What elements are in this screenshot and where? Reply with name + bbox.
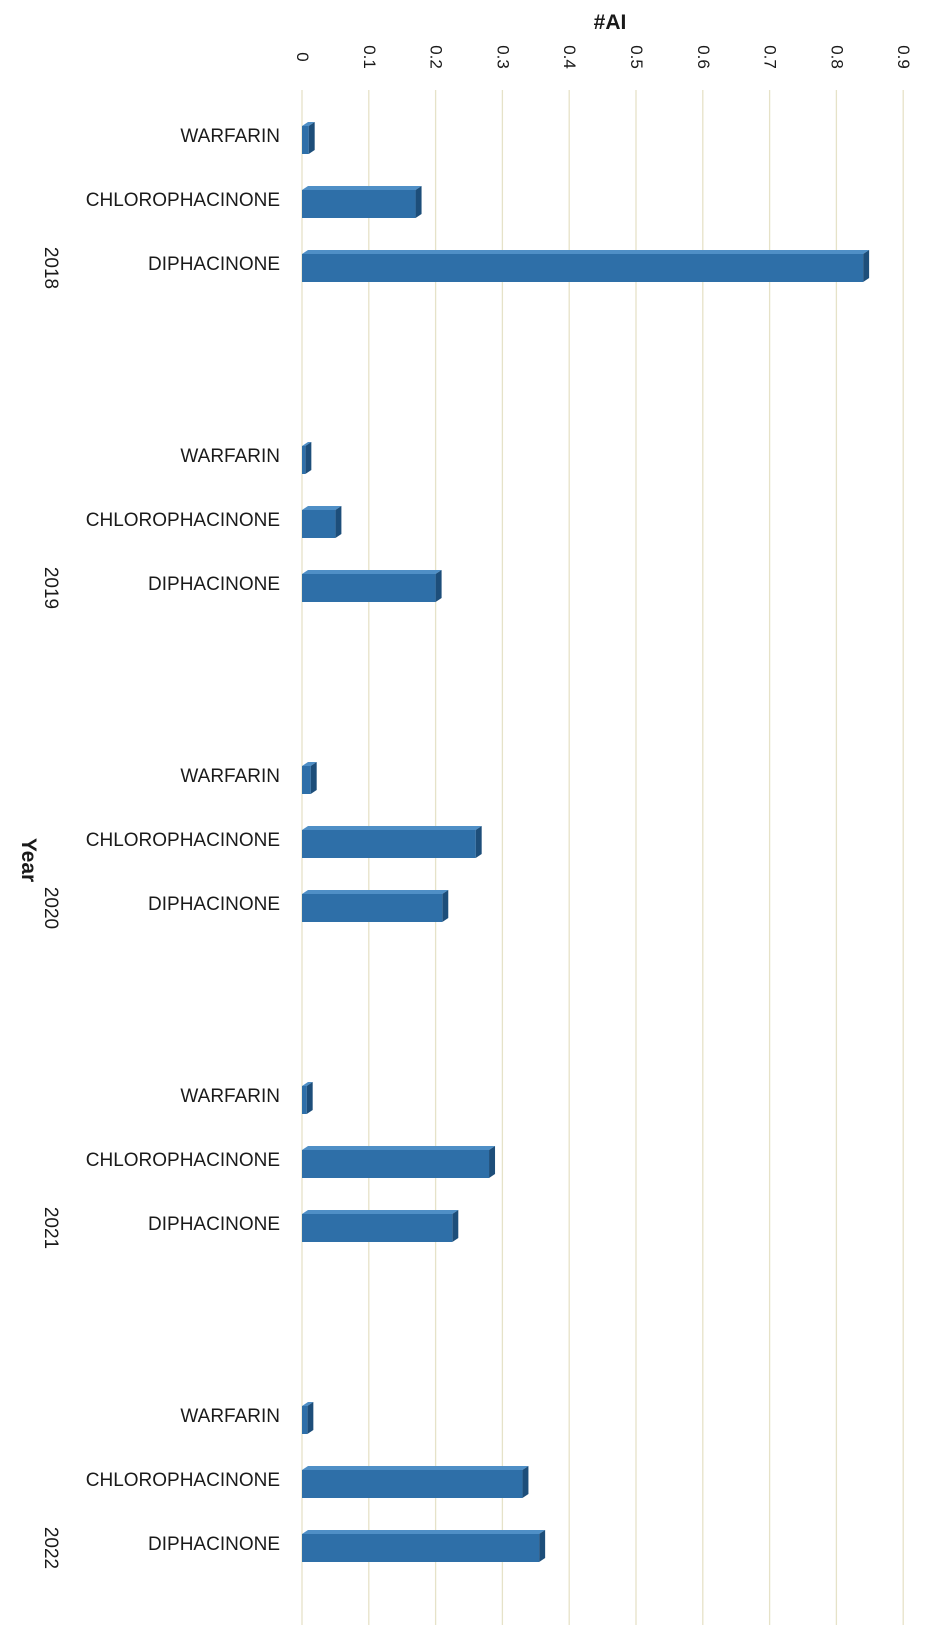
bars <box>302 122 870 1562</box>
category-label: WARFARIN <box>180 1086 280 1107</box>
bar <box>302 1086 307 1114</box>
category-label: CHLOROPHACINONE <box>86 1150 280 1171</box>
bar-side-face <box>539 1530 546 1562</box>
category-label: DIPHACINONE <box>148 1214 280 1235</box>
bar-top-face <box>302 826 482 830</box>
year-label: 2020 <box>40 887 61 929</box>
year-label: 2018 <box>40 247 61 289</box>
bar-side-face <box>310 762 317 794</box>
bar <box>302 1150 490 1178</box>
year-label: 2022 <box>40 1527 61 1569</box>
bar-top-face <box>302 122 315 126</box>
bar-top-face <box>302 570 442 574</box>
bar <box>302 190 416 218</box>
bar <box>302 1470 523 1498</box>
x-tick-label: 0.1 <box>360 45 379 69</box>
category-label: CHLOROPHACINONE <box>86 190 280 211</box>
bar-side-face <box>306 1082 313 1114</box>
bar <box>302 1214 453 1242</box>
gridlines <box>301 90 904 1625</box>
bar <box>302 766 311 794</box>
year-label: 2019 <box>40 567 61 609</box>
bar <box>302 830 476 858</box>
bar <box>302 254 864 282</box>
bar-side-face <box>475 826 482 858</box>
bar-top-face <box>302 1530 546 1534</box>
category-label: WARFARIN <box>180 446 280 467</box>
bar-side-face <box>435 570 442 602</box>
x-axis-ticks: 0 0.1 0.2 0.3 0.4 0.5 0.6 0.7 0.8 0.9 <box>293 45 913 69</box>
bar-side-face <box>522 1466 529 1498</box>
category-label: DIPHACINONE <box>148 1534 280 1555</box>
category-label: CHLOROPHACINONE <box>86 830 280 851</box>
y-axis-title: Year <box>17 838 40 882</box>
x-axis-title: #AI <box>594 11 627 34</box>
bar-top-face <box>302 1466 529 1470</box>
x-tick-label: 0.6 <box>694 45 713 69</box>
category-label: DIPHACINONE <box>148 894 280 915</box>
x-tick-label: 0.7 <box>761 45 780 69</box>
year-labels: 2018 2019 2020 2021 2022 <box>40 247 61 1569</box>
bar-side-face <box>307 1402 314 1434</box>
bar <box>302 126 309 154</box>
bar-side-face <box>489 1146 496 1178</box>
x-tick-label: 0.9 <box>894 45 913 69</box>
bar <box>302 574 436 602</box>
category-label: CHLOROPHACINONE <box>86 510 280 531</box>
bar-top-face <box>302 186 422 190</box>
bar-top-face <box>302 762 317 766</box>
bar-side-face <box>452 1210 459 1242</box>
bar-top-face <box>302 1082 313 1086</box>
bar-top-face <box>302 506 342 510</box>
category-label: DIPHACINONE <box>148 574 280 595</box>
category-label: CHLOROPHACINONE <box>86 1470 280 1491</box>
bar-top-face <box>302 890 449 894</box>
x-tick-label: 0.2 <box>427 45 446 69</box>
bar-side-face <box>308 122 315 154</box>
bar-top-face <box>302 1402 314 1406</box>
bar <box>302 446 306 474</box>
category-label: DIPHACINONE <box>148 254 280 275</box>
bar-top-face <box>302 442 312 446</box>
category-label: WARFARIN <box>180 126 280 147</box>
x-tick-label: 0.4 <box>560 45 579 69</box>
bar <box>302 1406 308 1434</box>
bar <box>302 510 336 538</box>
bar-top-face <box>302 1210 459 1214</box>
bar-side-face <box>305 442 312 474</box>
bar-side-face <box>415 186 422 218</box>
x-tick-label: 0.3 <box>493 45 512 69</box>
bar <box>302 894 443 922</box>
category-label: WARFARIN <box>180 1406 280 1427</box>
bar-top-face <box>302 1146 496 1150</box>
category-labels: WARFARIN CHLOROPHACINONE DIPHACINONE WARFAR… <box>86 126 280 1555</box>
bar-side-face <box>863 250 870 282</box>
x-tick-label: 0.5 <box>627 45 646 69</box>
x-tick-label: 0.8 <box>827 45 846 69</box>
category-label: WARFARIN <box>180 766 280 787</box>
bar-side-face <box>335 506 342 538</box>
x-tick-label: 0 <box>293 52 312 61</box>
year-label: 2021 <box>40 1207 61 1249</box>
bar-side-face <box>442 890 449 922</box>
bar <box>302 1534 540 1562</box>
bar-top-face <box>302 250 870 254</box>
